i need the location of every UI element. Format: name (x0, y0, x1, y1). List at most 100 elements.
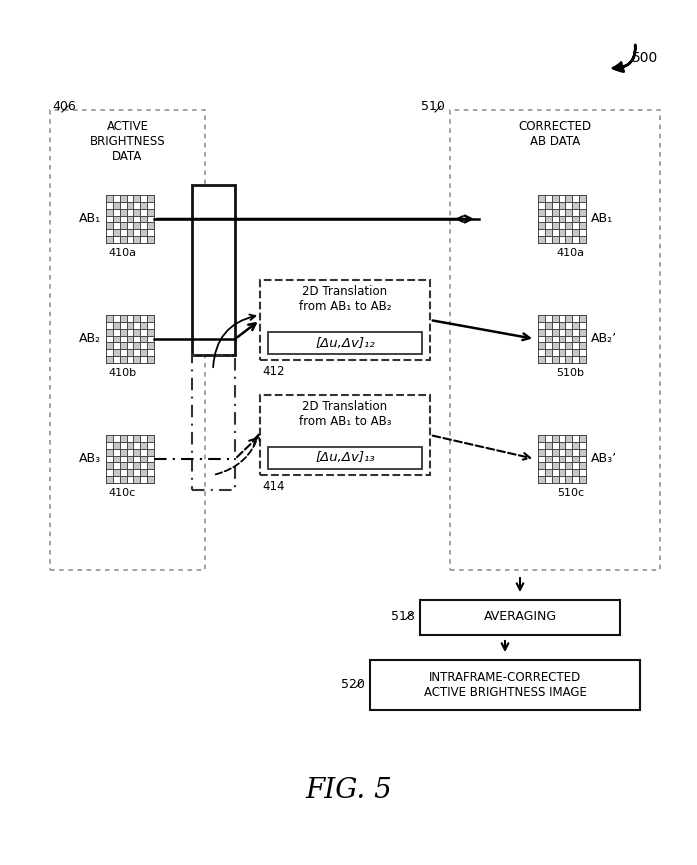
Bar (552, 215, 558, 222)
Bar (127, 463, 133, 470)
Bar (538, 435, 545, 442)
Bar (552, 356, 558, 363)
Bar (147, 222, 154, 229)
Bar (133, 322, 140, 329)
Bar (579, 329, 586, 336)
Bar (538, 476, 545, 483)
Bar (147, 449, 154, 456)
Bar (538, 349, 545, 356)
Bar (140, 456, 147, 463)
Bar (558, 442, 565, 449)
Bar (565, 222, 572, 229)
Bar (572, 456, 579, 463)
Bar (579, 202, 586, 208)
Bar (545, 202, 552, 208)
Bar (370, 660, 640, 710)
Bar (120, 343, 127, 349)
Bar (140, 202, 147, 208)
Bar (558, 202, 565, 208)
Bar (127, 208, 133, 215)
Text: 510: 510 (421, 100, 445, 113)
Bar (572, 449, 579, 456)
Bar (120, 322, 127, 329)
Bar (545, 449, 552, 456)
Bar (140, 356, 147, 363)
Bar (558, 195, 565, 202)
Bar (140, 215, 147, 222)
Bar (260, 280, 430, 360)
Bar (113, 476, 120, 483)
Bar (558, 322, 565, 329)
Bar (579, 470, 586, 476)
Bar (113, 215, 120, 222)
Bar (565, 229, 572, 236)
Bar (565, 215, 572, 222)
Bar (538, 229, 545, 236)
Bar (113, 356, 120, 363)
Bar (147, 463, 154, 470)
Text: 410b: 410b (108, 368, 136, 378)
Bar (579, 442, 586, 449)
Bar (147, 456, 154, 463)
Bar (192, 355, 235, 490)
Bar (572, 336, 579, 343)
Text: 410c: 410c (108, 488, 135, 498)
Bar (133, 208, 140, 215)
Bar (558, 456, 565, 463)
Text: 500: 500 (632, 51, 658, 65)
Bar (558, 329, 565, 336)
Bar (579, 195, 586, 202)
Bar (120, 470, 127, 476)
Text: [Δu,Δv]₁₃: [Δu,Δv]₁₃ (315, 452, 375, 465)
Bar (565, 202, 572, 208)
Bar (113, 435, 120, 442)
Bar (106, 435, 113, 442)
Bar (120, 349, 127, 356)
Bar (133, 229, 140, 236)
Bar (120, 449, 127, 456)
Bar (572, 476, 579, 483)
Bar (572, 236, 579, 243)
Bar (147, 229, 154, 236)
Bar (545, 435, 552, 442)
Bar (538, 195, 545, 202)
Bar (147, 202, 154, 208)
Bar (545, 322, 552, 329)
Bar (192, 185, 235, 355)
Bar (572, 463, 579, 470)
Bar (147, 343, 154, 349)
Bar (133, 463, 140, 470)
Bar (113, 236, 120, 243)
Bar (538, 202, 545, 208)
Bar (538, 336, 545, 343)
Bar (140, 329, 147, 336)
Bar (579, 229, 586, 236)
Bar (140, 463, 147, 470)
Bar (552, 329, 558, 336)
Bar (558, 208, 565, 215)
Bar (558, 315, 565, 322)
Bar (113, 195, 120, 202)
Bar (133, 222, 140, 229)
Bar (140, 476, 147, 483)
Bar (147, 470, 154, 476)
Bar (127, 442, 133, 449)
Bar (127, 356, 133, 363)
Bar (538, 470, 545, 476)
Bar (133, 236, 140, 243)
Bar (127, 343, 133, 349)
Bar (106, 456, 113, 463)
Bar (113, 470, 120, 476)
Bar (133, 195, 140, 202)
Bar (127, 435, 133, 442)
Bar (106, 329, 113, 336)
Bar (579, 215, 586, 222)
Bar (127, 215, 133, 222)
Bar (538, 315, 545, 322)
Text: 410a: 410a (556, 248, 584, 258)
Bar (140, 229, 147, 236)
Bar (113, 442, 120, 449)
Bar (572, 215, 579, 222)
Text: 2D Translation
from AB₁ to AB₃: 2D Translation from AB₁ to AB₃ (299, 400, 391, 428)
Text: INTRAFRAME-CORRECTED
ACTIVE BRIGHTNESS IMAGE: INTRAFRAME-CORRECTED ACTIVE BRIGHTNESS I… (424, 671, 586, 699)
